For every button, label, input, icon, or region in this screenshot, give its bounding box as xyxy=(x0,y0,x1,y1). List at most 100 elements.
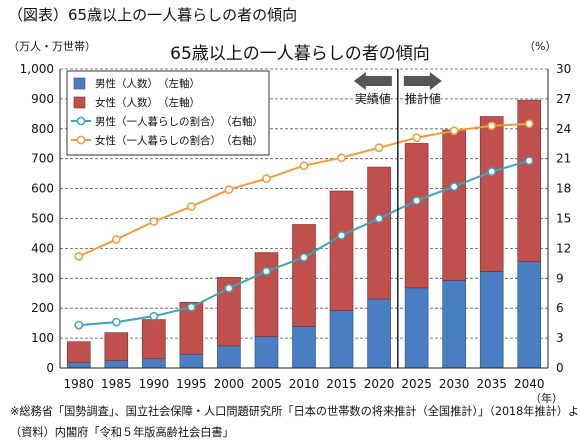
x-tick-label: 2030 xyxy=(439,377,470,391)
bar-male xyxy=(217,345,241,369)
right-tick-label: 21 xyxy=(556,152,571,166)
point-female-ratio xyxy=(149,217,159,226)
bar-male xyxy=(292,326,316,369)
x-tick-label: 2035 xyxy=(476,377,507,391)
x-tick-label: 2020 xyxy=(364,377,395,391)
bar-male xyxy=(517,261,542,369)
bar-male xyxy=(142,358,166,369)
figure-caption: （図表）65歳以上の一人暮らしの者の傾向 xyxy=(8,6,298,24)
bar-female xyxy=(254,252,279,337)
source-note: ※総務省「国勢調査」、国立社会保障・人口問題研究所「日本の世帯数の将来推計（全国… xyxy=(10,405,580,418)
point-female-ratio xyxy=(449,126,459,136)
left-tick-label: 800 xyxy=(31,122,54,136)
legend-label: 男性（人数） （左軸） xyxy=(95,77,200,90)
point-male-ratio xyxy=(412,196,421,205)
left-tick-label: 900 xyxy=(31,92,54,106)
point-female-ratio xyxy=(337,153,346,163)
legend-swatch-male-bar xyxy=(73,77,86,90)
arrow-right-icon xyxy=(403,72,442,90)
legend: 男性（人数） （左軸） 女性（人数） （左軸） 男性（一人暮らしの割合） （右軸） 女… xyxy=(66,70,270,156)
bar-male xyxy=(329,310,354,369)
left-tick-label: 0 xyxy=(46,361,54,375)
x-axis-unit: （年） xyxy=(530,391,563,405)
bar-female xyxy=(442,129,466,281)
legend-label: 女性（人数） （左軸） xyxy=(95,96,200,109)
point-female-ratio xyxy=(412,133,421,143)
point-female-ratio xyxy=(299,161,309,171)
bar-female xyxy=(142,319,166,360)
left-tick-label: 200 xyxy=(31,301,54,315)
point-male-ratio xyxy=(374,214,384,223)
point-male-ratio xyxy=(449,182,459,191)
bar-male xyxy=(179,353,204,369)
x-tick-label: 2040 xyxy=(514,377,545,391)
legend-marker-female-line xyxy=(76,135,86,145)
bar-female xyxy=(329,190,354,311)
left-tick-label: 400 xyxy=(31,241,54,255)
left-tick-label: 700 xyxy=(31,152,54,166)
bar-male xyxy=(367,298,391,369)
left-tick-label: 300 xyxy=(31,271,54,285)
point-female-ratio xyxy=(187,202,196,211)
point-male-ratio xyxy=(111,317,121,327)
annotations: 実績値 推計値 xyxy=(353,69,442,368)
point-male-ratio xyxy=(74,320,84,330)
x-tick-label: 2015 xyxy=(326,377,357,391)
data-source-note: （資料）内閣府「令和５年版高齢社会白書」 xyxy=(10,426,234,439)
bar-female xyxy=(367,166,391,300)
x-tick-label: 2025 xyxy=(401,377,432,391)
legend-box xyxy=(66,70,270,156)
x-tick-label: 2000 xyxy=(214,377,245,391)
left-tick-label: 500 xyxy=(31,212,54,226)
left-tick-label: 1,000 xyxy=(20,62,54,76)
left-axis-unit: （万人・万世帯） xyxy=(8,40,96,53)
right-tick-label: 24 xyxy=(556,122,571,136)
chart-title: 65歳以上の一人暮らしの者の傾向 xyxy=(170,44,430,64)
point-female-ratio xyxy=(111,235,121,244)
point-female-ratio xyxy=(487,121,497,131)
point-male-ratio xyxy=(524,156,534,166)
right-tick-label: 3 xyxy=(556,331,564,345)
legend-label: 女性（一人暮らしの割合） （右軸） xyxy=(95,134,263,147)
arrow-left-icon xyxy=(353,72,392,90)
legend-label: 男性（一人暮らしの割合） （右軸） xyxy=(95,115,263,128)
bar-male xyxy=(404,287,429,369)
axes: 0 0 100 3 200 6 300 9 400 12 500 15 600 18 700 21 800 24 9… xyxy=(20,62,572,405)
bar-female xyxy=(479,116,504,272)
point-male-ratio xyxy=(224,283,234,293)
left-tick-label: 100 xyxy=(31,331,54,345)
legend-marker-male-line xyxy=(76,116,86,126)
right-tick-label: 30 xyxy=(556,62,571,76)
bar-male xyxy=(442,280,466,369)
bar-male xyxy=(254,336,279,369)
x-tick-label: 2010 xyxy=(289,377,320,391)
bar-male xyxy=(479,271,504,369)
right-tick-label: 9 xyxy=(556,271,564,285)
right-tick-label: 0 xyxy=(556,361,564,375)
projected-label: 推計値 xyxy=(405,91,441,106)
line-series xyxy=(74,119,534,330)
bar-female xyxy=(517,99,542,262)
right-tick-label: 15 xyxy=(556,212,571,226)
point-male-ratio xyxy=(337,231,346,240)
left-tick-label: 600 xyxy=(31,182,54,196)
point-female-ratio xyxy=(74,252,84,261)
point-male-ratio xyxy=(299,253,309,262)
bar-female xyxy=(404,143,429,289)
point-male-ratio xyxy=(262,266,271,276)
x-tick-label: 1990 xyxy=(139,377,170,391)
point-female-ratio xyxy=(224,185,234,194)
bar-male xyxy=(66,362,91,369)
right-tick-label: 6 xyxy=(556,301,564,315)
bar-female xyxy=(179,301,204,355)
bar-female xyxy=(292,224,316,327)
bar-female xyxy=(66,341,91,363)
right-tick-label: 27 xyxy=(556,92,571,106)
point-female-ratio xyxy=(524,119,534,129)
x-tick-label: 1980 xyxy=(63,377,94,391)
legend-swatch-female-bar xyxy=(73,96,86,109)
point-female-ratio xyxy=(374,143,384,153)
right-tick-label: 18 xyxy=(556,182,571,196)
